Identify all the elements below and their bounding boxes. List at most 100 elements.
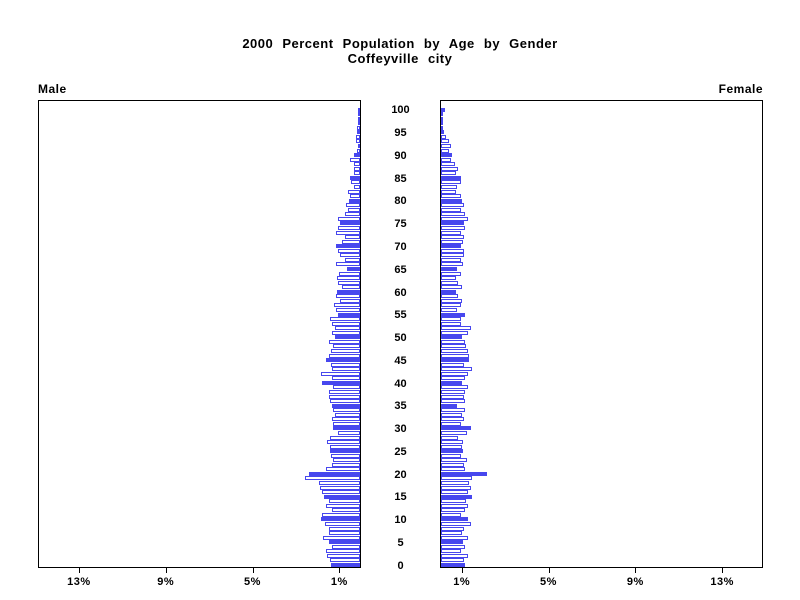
age-axis: 0 5 10 15 20 25 30 35 40 45 50 55 60 65 70 75 80 85 90 95 10… xyxy=(361,100,440,571)
bar-female-age-3 xyxy=(441,549,461,554)
age-tick-label-15: 15 xyxy=(394,491,407,504)
bar-female-age-66 xyxy=(441,262,463,267)
percent-tick-label-female-9: 9% xyxy=(626,576,644,588)
bar-female-age-0 xyxy=(441,563,465,567)
bar-male-age-59 xyxy=(336,294,360,299)
bar-male-age-7 xyxy=(328,531,360,536)
bar-male-age-74 xyxy=(338,226,360,230)
bar-female-age-65 xyxy=(441,267,458,271)
bar-male-age-91 xyxy=(356,148,360,153)
bar-male-age-14 xyxy=(328,499,360,504)
bar-male-age-89 xyxy=(350,157,360,162)
bar-female-age-98 xyxy=(441,116,443,121)
bar-female-age-94 xyxy=(441,134,447,139)
bar-male-age-47 xyxy=(330,348,360,353)
bar-male-age-23 xyxy=(332,458,360,463)
bar-female-age-20 xyxy=(441,471,487,476)
bar-female-age-19 xyxy=(441,476,473,481)
bar-male-age-4 xyxy=(331,544,360,549)
percent-tick-label-female-13: 13% xyxy=(710,576,734,588)
age-tick-label-70: 70 xyxy=(394,240,407,253)
bar-female-age-49 xyxy=(441,339,465,344)
bar-male-age-40 xyxy=(322,380,360,385)
bar-male-age-87 xyxy=(353,166,360,171)
bar-female-age-82 xyxy=(441,189,457,194)
bar-male-age-80 xyxy=(349,198,360,203)
bar-male-age-21 xyxy=(326,467,360,472)
male-bars-area xyxy=(39,101,360,567)
bar-male-age-66 xyxy=(336,262,360,267)
bar-male-age-50 xyxy=(335,335,360,340)
bar-male-age-69 xyxy=(338,248,360,253)
bar-male-age-54 xyxy=(329,317,360,322)
bar-male-age-48 xyxy=(332,344,360,349)
bar-male-age-26 xyxy=(329,444,360,449)
bar-male-age-85 xyxy=(350,175,360,180)
bar-male-age-97 xyxy=(358,121,360,126)
bar-female-age-85 xyxy=(441,175,461,180)
male-axis-label: Male xyxy=(38,82,67,96)
bar-female-age-22 xyxy=(441,462,464,467)
bar-male-age-38 xyxy=(328,389,360,394)
bar-female-age-44 xyxy=(441,362,464,367)
bar-female-age-24 xyxy=(441,453,461,458)
bar-female-age-95 xyxy=(441,130,445,135)
bar-male-age-60 xyxy=(337,289,360,294)
bar-female-age-15 xyxy=(441,494,473,499)
bar-female-age-75 xyxy=(441,221,464,226)
bar-male-age-77 xyxy=(344,212,360,217)
age-tick-label-80: 80 xyxy=(394,195,407,208)
bar-male-age-32 xyxy=(331,417,360,422)
bar-female-age-84 xyxy=(441,180,461,185)
bar-male-age-37 xyxy=(328,394,360,399)
chart-title: 2000 Percent Population by Age by Gender xyxy=(242,36,558,51)
bar-female-age-62 xyxy=(441,280,459,285)
bar-male-age-12 xyxy=(331,508,360,513)
bar-male-age-36 xyxy=(329,399,360,404)
bar-male-age-49 xyxy=(328,339,360,344)
bar-female-age-78 xyxy=(441,207,461,212)
bar-female-age-56 xyxy=(441,307,458,312)
bar-female-age-34 xyxy=(441,408,465,413)
bar-male-age-75 xyxy=(340,221,360,226)
bar-female-age-91 xyxy=(441,148,449,153)
bar-male-age-67 xyxy=(344,257,360,262)
age-tick-label-5: 5 xyxy=(397,537,404,549)
bar-female-age-88 xyxy=(441,162,456,167)
bar-male-age-44 xyxy=(330,362,360,367)
bar-female-age-89 xyxy=(441,157,451,162)
bar-female-age-83 xyxy=(441,185,458,190)
age-tick-label-25: 25 xyxy=(394,445,407,458)
age-tick-label-65: 65 xyxy=(394,263,407,276)
bar-male-age-65 xyxy=(346,267,360,271)
chart-title-block: 2000 Percent Population by Age by Gender… xyxy=(0,36,800,66)
age-tick-label-75: 75 xyxy=(394,218,407,231)
age-tick-label-45: 45 xyxy=(394,354,407,367)
bar-female-age-28 xyxy=(441,435,459,440)
age-tick-label-40: 40 xyxy=(394,377,407,390)
bar-male-age-92 xyxy=(357,144,360,149)
percent-tick-label-male-13: 13% xyxy=(67,576,91,588)
bar-male-age-64 xyxy=(339,271,360,276)
bar-male-age-5 xyxy=(328,540,360,545)
age-tick-label-0: 0 xyxy=(397,559,404,572)
bar-female-age-60 xyxy=(441,289,457,294)
bar-female-age-63 xyxy=(441,276,457,281)
bar-female-age-6 xyxy=(441,535,469,540)
bar-female-age-50 xyxy=(441,335,462,340)
bar-female-age-41 xyxy=(441,376,465,381)
bar-male-age-15 xyxy=(324,494,360,499)
bar-female-age-8 xyxy=(441,526,464,531)
bar-male-age-25 xyxy=(329,449,360,454)
bar-female-age-7 xyxy=(441,531,462,536)
bar-male-age-43 xyxy=(331,367,360,372)
bar-male-age-78 xyxy=(348,207,360,212)
bar-female-age-26 xyxy=(441,444,462,449)
bar-male-age-41 xyxy=(331,376,360,381)
bar-female-age-25 xyxy=(441,449,463,454)
bar-male-age-99 xyxy=(358,112,360,117)
bar-female-age-72 xyxy=(441,235,464,240)
bar-male-age-56 xyxy=(336,307,360,312)
bar-female-age-42 xyxy=(441,371,469,376)
